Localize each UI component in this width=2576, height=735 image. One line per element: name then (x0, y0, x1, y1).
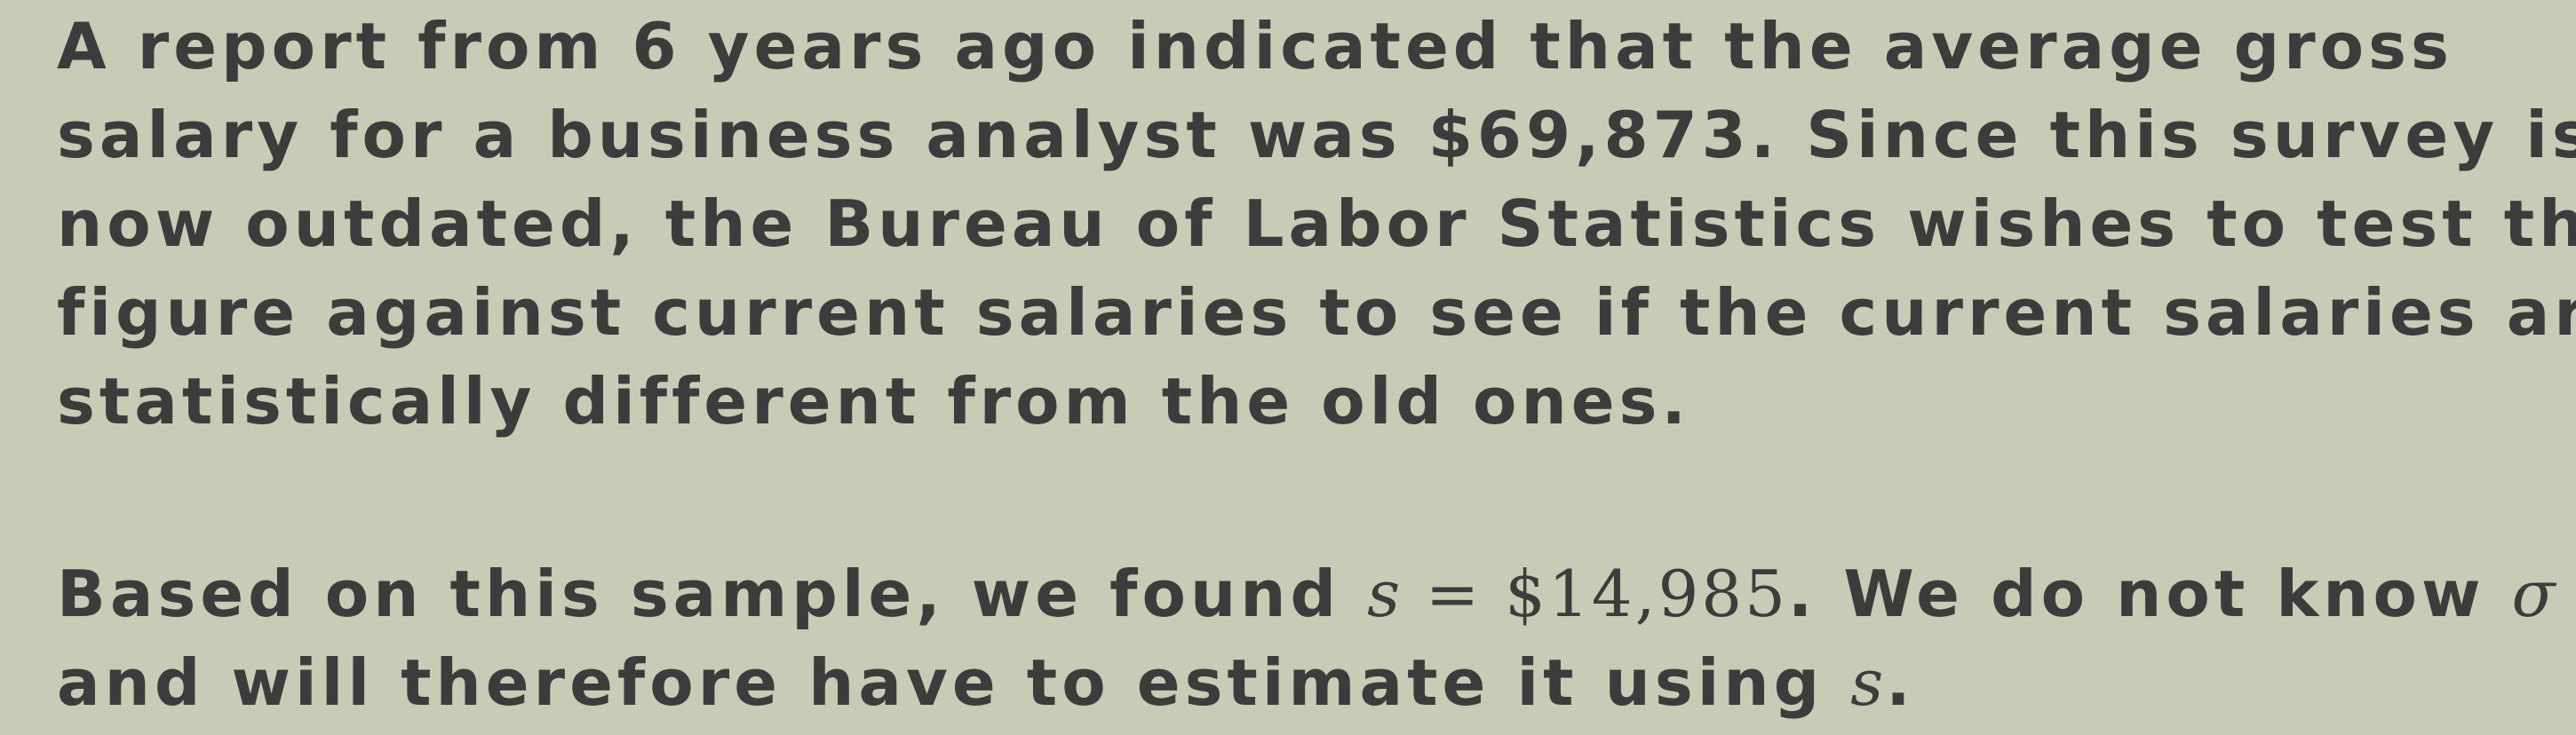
text-line: salary for a business analyst was $69,87… (57, 98, 2576, 172)
math-variable-s: s (1367, 557, 1403, 631)
paragraph-sample-estimate: Based on this sample, we found s = $14,9… (57, 549, 2558, 727)
math-variable-s: s (1850, 645, 1887, 720)
text-line: Based on this sample, we found s = $14,9… (57, 549, 2558, 638)
math-sample-sd: s = $14,985 (1367, 557, 1788, 631)
math-variable-s-inline: s (1850, 645, 1886, 720)
text-segment: and will therefore have to estimate it u… (57, 645, 1851, 720)
text-line: now outdated, the Bureau of Labor Statis… (57, 186, 2576, 261)
text-line: A report from 6 years ago indicated that… (57, 9, 2453, 83)
math-variable-sigma: σ (2511, 557, 2558, 631)
text-segment: . We do not know (1787, 557, 2512, 631)
math-equals: = (1403, 557, 1506, 631)
math-value: $14,985 (1505, 557, 1788, 631)
text-segment: . (1886, 645, 1915, 720)
text-segment: Based on this sample, we found (57, 557, 1368, 631)
text-line: and will therefore have to estimate it u… (57, 638, 2558, 727)
paragraph-report-context: A report from 6 years ago indicated that… (57, 2, 2576, 446)
text-line: figure against current salaries to see i… (57, 275, 2576, 350)
text-line: statistically different from the old one… (57, 364, 1690, 439)
math-sigma: σ (2512, 557, 2558, 631)
